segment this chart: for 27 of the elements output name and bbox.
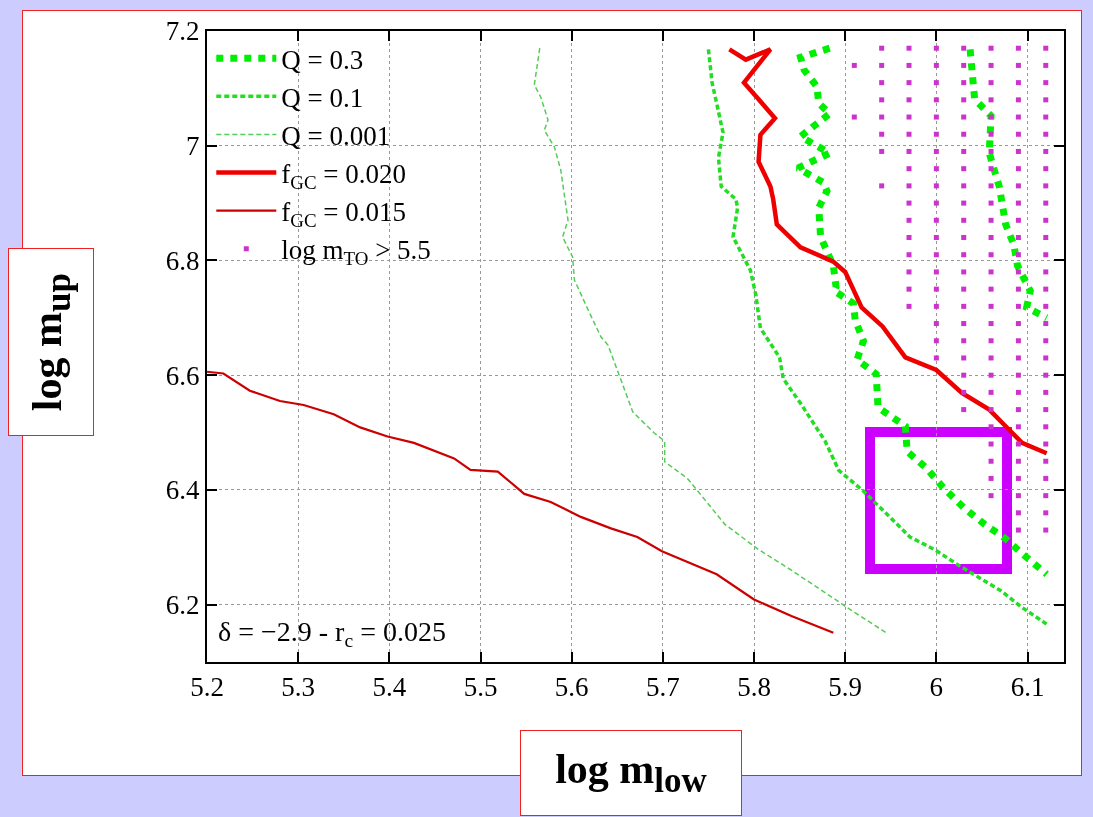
legend-label: Q = 0.001 [281, 120, 391, 151]
x-axis-title: log m$_{low}$ [555, 744, 707, 802]
annotation: δ = −2.9 - r$_{c}$ = 0.025 [218, 616, 446, 651]
legend-label: f$_{GC}$ = 0.020 [281, 159, 407, 193]
x-tick-label: 6 [929, 672, 944, 703]
y-tick-label: 7.2 [165, 16, 200, 47]
x-tick-label: 5.9 [828, 672, 863, 703]
x-tick-label: 5.7 [645, 672, 680, 703]
x-tick-label: 5.4 [372, 672, 407, 703]
x-tick-label: 5.2 [190, 672, 224, 703]
legend-label: Q = 0.3 [281, 44, 364, 75]
y-tick-label: 6.8 [165, 245, 200, 276]
legend-label: Q = 0.1 [281, 82, 364, 113]
line-series [706, 47, 1049, 626]
y-tick-label: 6.6 [165, 360, 200, 391]
line-series [533, 47, 887, 634]
legend-label: log m$_{TO}$ > 5.5 [281, 235, 431, 269]
y-tick-label: 6.4 [165, 475, 201, 506]
x-tick-label: 6.1 [1010, 672, 1045, 703]
y-tick-label: 6.2 [165, 590, 200, 621]
y-tick-label: 7 [186, 131, 200, 162]
x-tick-label: 5.3 [281, 672, 316, 703]
line-series [727, 47, 1049, 456]
x-tick-label: 5.8 [737, 672, 771, 703]
legend-label: f$_{GC}$ = 0.015 [281, 197, 407, 231]
x-tick-label: 5.6 [554, 672, 589, 703]
x-tick-label: 5.5 [463, 672, 498, 703]
